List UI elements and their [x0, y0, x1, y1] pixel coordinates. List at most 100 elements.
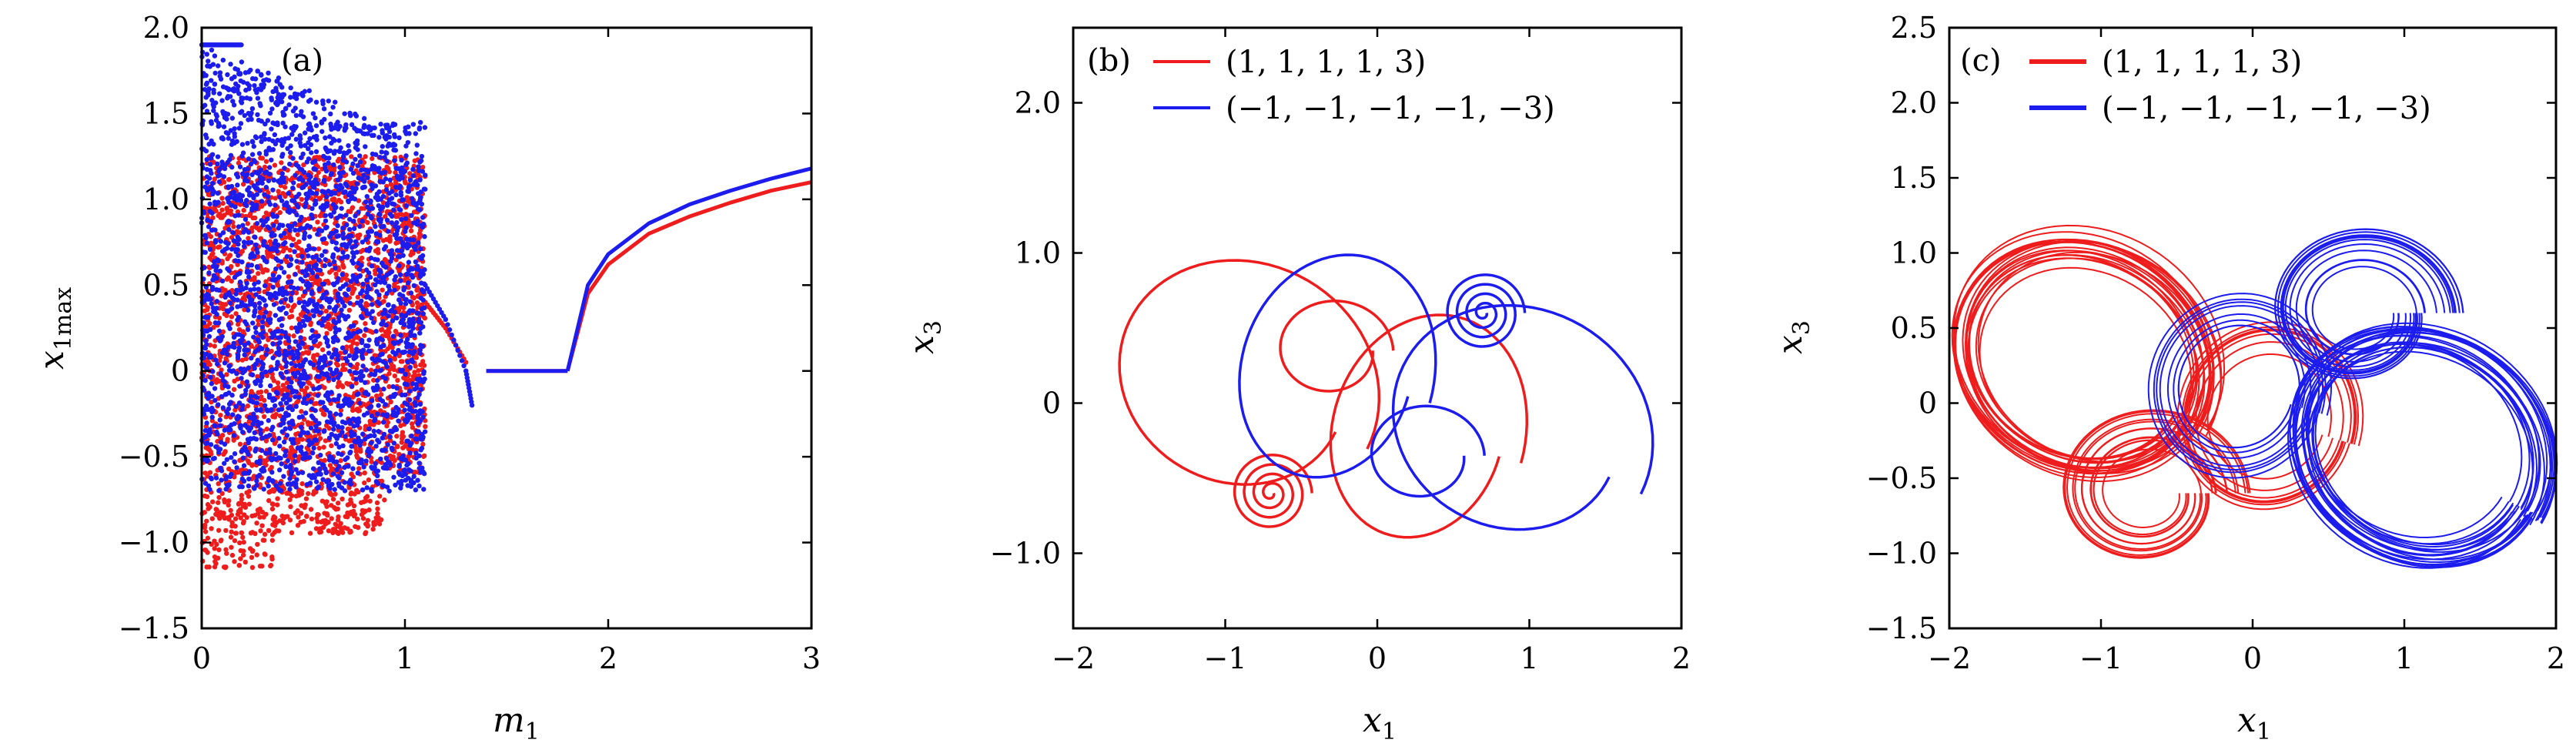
panel-a-point: [287, 426, 293, 431]
panel-a-point: [229, 246, 235, 252]
panel-a-point: [420, 324, 426, 330]
panel-a-point: [400, 293, 406, 299]
panel-a-point: [333, 265, 338, 271]
panel-a-point: [335, 223, 340, 229]
panel-a-point: [350, 161, 356, 167]
panel-a-point: [339, 256, 344, 261]
panel-a-point: [297, 376, 303, 381]
panel-a-point: [229, 520, 235, 525]
panel-a-point: [302, 216, 308, 223]
panel-a-point: [410, 196, 415, 202]
panel-a-point: [259, 319, 266, 325]
panel-a-point: [381, 223, 386, 229]
panel-a-point: [216, 213, 221, 219]
panel-a-point: [373, 282, 378, 288]
panel-a-point: [304, 481, 310, 487]
panel-a-point: [253, 325, 259, 330]
panel-a-point: [403, 477, 409, 483]
panel-a-point: [213, 268, 219, 273]
panel-a-point: [416, 164, 421, 169]
panel-a-point: [243, 447, 248, 453]
panel-a-point: [263, 279, 269, 284]
panel-a-point: [303, 191, 309, 197]
panel-a-point: [376, 135, 382, 140]
panel-a-point: [371, 418, 377, 424]
panel-a-point: [340, 263, 346, 268]
panel-a-point: [309, 127, 314, 133]
panel-a-point: [231, 387, 237, 392]
panel-a-point: [214, 541, 219, 547]
panel-a-point: [360, 131, 366, 136]
panel-a-point: [412, 370, 417, 375]
panel-a-point: [245, 221, 250, 226]
panel-a-point: [383, 236, 390, 243]
panel-a-point: [404, 336, 410, 342]
panel-a-point: [264, 244, 270, 249]
panel-a-point: [294, 348, 300, 354]
panel-a-point: [266, 527, 272, 534]
panel-a-point: [375, 480, 381, 487]
panel-a-point: [275, 502, 280, 507]
panel-a-point: [286, 420, 292, 426]
panel-a-point: [365, 517, 371, 524]
panel-a-point: [229, 552, 236, 558]
panel-a-point: [264, 373, 270, 379]
panel-a-point: [333, 320, 339, 326]
panel-a-point: [215, 257, 221, 263]
panel-a-point: [266, 337, 271, 343]
panel-a-point: [256, 151, 263, 156]
panel-a-point: [348, 344, 353, 350]
panel-a-point: [350, 289, 356, 294]
panel-a-point: [330, 239, 335, 245]
panel-a-point: [230, 229, 236, 236]
panel-a-point: [368, 367, 374, 373]
panel-a-point: [233, 311, 239, 316]
panel-a-point: [277, 340, 283, 346]
panel-a-point: [417, 330, 423, 336]
panel-a-point: [256, 322, 261, 327]
panel-a-point: [263, 511, 269, 517]
panel-a-point: [336, 315, 342, 320]
panel-a-point: [300, 278, 306, 284]
panel-a-point: [376, 429, 381, 434]
panel-a-point: [353, 377, 359, 382]
panel-a-point: [279, 286, 286, 291]
panel-a-point: [204, 179, 210, 186]
panel-a-point: [395, 254, 401, 259]
panel-a-point: [360, 363, 366, 369]
panel-a-point: [246, 445, 253, 451]
panel-a-point: [407, 397, 413, 403]
panel-a-point: [217, 417, 222, 423]
panel-a-point: [279, 137, 285, 142]
panel-a-point: [277, 444, 283, 449]
panel-a-point: [222, 287, 228, 293]
panel-a-point: [299, 470, 306, 475]
panel-a-point: [355, 516, 360, 522]
panel-a-point: [370, 156, 375, 162]
panel-a-point: [232, 451, 238, 457]
panel-a-point: [383, 322, 389, 328]
panel-a-point: [246, 193, 253, 198]
panel-a-point: [398, 359, 404, 364]
panel-a-point: [299, 350, 306, 357]
panel-a-point: [220, 84, 226, 89]
panel-a-point: [268, 253, 274, 259]
panel-a-point: [206, 192, 212, 197]
panel-a-point: [338, 174, 343, 179]
panel-a-point: [396, 166, 401, 172]
panel-a-point: [218, 412, 223, 418]
panel-a-point: [296, 176, 302, 182]
panel-a-point: [244, 172, 250, 177]
panel-a-point: [317, 267, 323, 273]
panel-a-point: [317, 213, 323, 219]
panel-a-point: [294, 212, 299, 218]
panel-a-point: [320, 318, 326, 323]
panel-a-point: [263, 352, 269, 357]
panel-a-point: [319, 462, 326, 467]
panel-a-point: [303, 273, 308, 279]
panel-a-point: [266, 283, 272, 288]
panel-a-point: [381, 431, 387, 437]
panel-a-point: [420, 435, 426, 440]
panel-a-point: [262, 164, 268, 170]
panel-a-point: [333, 507, 339, 512]
